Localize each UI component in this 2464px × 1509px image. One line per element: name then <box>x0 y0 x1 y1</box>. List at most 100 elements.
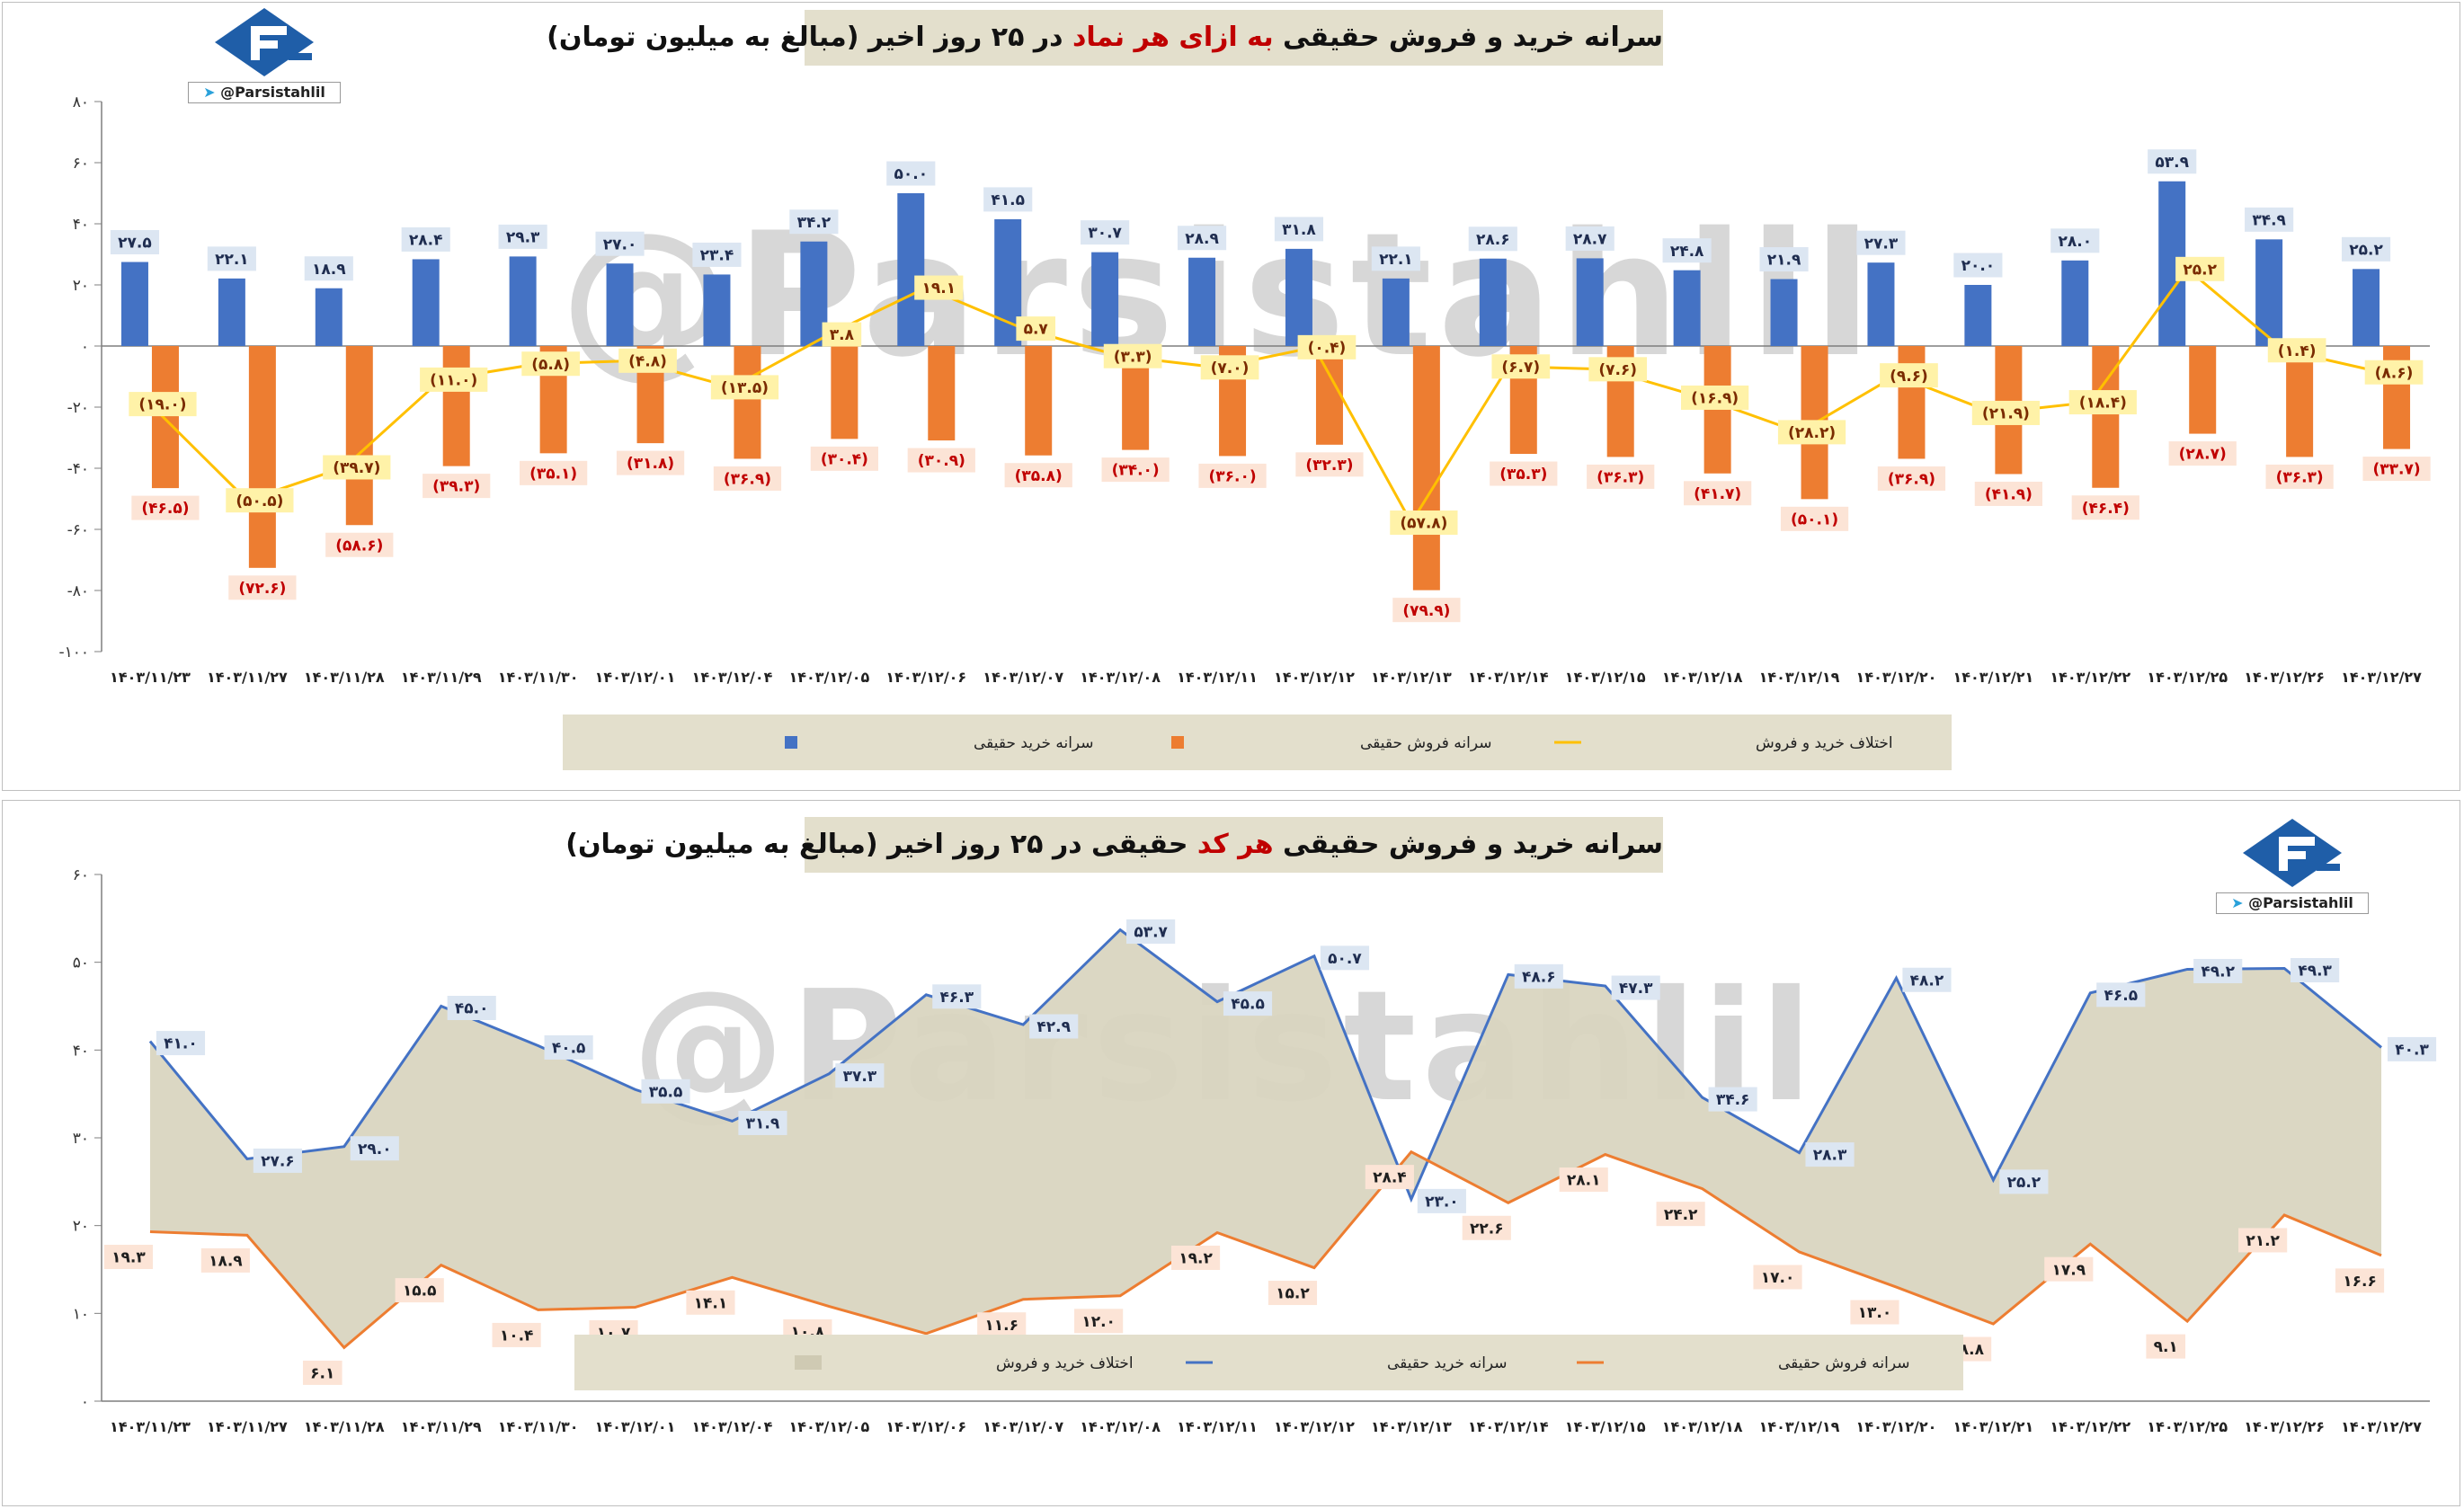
x-tick-label: ۱۴۰۳/۱۲/۱۱ <box>1177 669 1258 686</box>
buy-data-label-box <box>692 242 742 267</box>
buy-data-label-box <box>1708 1087 1757 1112</box>
sell-data-label: (۵۸.۶) <box>335 537 383 555</box>
sell-data-label-box <box>395 1278 444 1303</box>
buy-data-label-box <box>1999 1169 2049 1194</box>
x-tick-label: ۱۴۰۳/۱۲/۲۰ <box>1856 1418 1937 1435</box>
legend-diff-label: اختلاف خرید و فروش <box>1756 734 1893 752</box>
sell-data-label: ۱۵.۲ <box>1276 1285 1310 1303</box>
sell-data-label: (۳۶.۹) <box>724 471 771 489</box>
sell-data-label-box <box>2146 1334 2186 1359</box>
buy-data-label-box <box>983 187 1033 212</box>
buy-bar <box>1091 252 1119 346</box>
y-tick-label: -۲۰ <box>67 399 89 417</box>
buy-data-label: ۴۲.۹ <box>1036 1018 1071 1036</box>
brand-logo-icon <box>215 8 314 76</box>
diff-data-label: (۱۳.۵) <box>721 379 769 397</box>
diff-data-label: (۷.۰) <box>1211 359 1250 377</box>
x-tick-label: ۱۴۰۳/۱۱/۲۷ <box>207 1418 288 1435</box>
buy-bar <box>1964 285 1992 346</box>
x-tick-label: ۱۴۰۳/۱۲/۰۸ <box>1080 669 1161 686</box>
x-tick-label: ۱۴۰۳/۱۲/۰۶ <box>885 1418 966 1435</box>
sell-data-label: ۱۷.۹ <box>2051 1261 2086 1279</box>
buy-data-label-box <box>1611 975 1660 1000</box>
sell-data-label-box <box>686 1290 735 1315</box>
diff-data-label-box <box>1777 420 1846 445</box>
x-tick-label: ۱۴۰۳/۱۲/۲۶ <box>2244 669 2325 686</box>
buy-bar <box>1382 278 1410 346</box>
diff-data-label-box <box>1491 354 1551 379</box>
buy-data-label: ۲۰.۰ <box>1961 257 1996 275</box>
buy-data-label: ۳۵.۵ <box>649 1083 683 1101</box>
sell-data-label: (۳۳.۷) <box>2372 461 2420 479</box>
buy-bar <box>1770 279 1798 346</box>
sell-bar <box>248 346 276 568</box>
sell-data-label-box <box>2238 1228 2288 1253</box>
x-tick-label: ۱۴۰۳/۱۲/۰۷ <box>983 669 1063 686</box>
sell-bar <box>1412 346 1440 590</box>
sell-data-label: ۱۹.۳ <box>111 1249 146 1267</box>
buy-data-label-box <box>595 231 645 256</box>
diff-data-label: (۱۹.۰) <box>138 396 186 414</box>
x-tick-label: ۱۴۰۳/۱۲/۱۵ <box>1565 669 1646 686</box>
sell-line <box>149 1150 2382 1350</box>
buy-data-label: ۵۰.۷ <box>1328 950 1362 968</box>
sell-data-label: ۱۵.۵ <box>403 1283 437 1300</box>
buy-data-label: ۳۷.۳ <box>843 1068 877 1086</box>
diff-data-label: (۴.۸) <box>628 352 667 370</box>
chart-panel-per-symbol: سرانه خرید و فروش حقیقی به ازای هر نماد … <box>2 2 2460 791</box>
x-tick-label: ۱۴۰۳/۱۱/۲۹ <box>401 1418 482 1435</box>
buy-bar <box>120 262 148 346</box>
sell-data-label: (۴۶.۴) <box>2082 500 2130 518</box>
diff-data-label: ۳.۸ <box>830 326 855 344</box>
sell-data-label: ۲۱.۲ <box>2246 1232 2280 1250</box>
diff-data-label: (۸.۶) <box>2375 364 2414 382</box>
buy-data-label-box <box>1029 1014 1079 1039</box>
x-tick-label: ۱۴۰۳/۱۱/۲۳ <box>110 669 191 686</box>
sell-bar <box>2189 346 2217 434</box>
sell-data-label: ۱۹.۲ <box>1179 1250 1213 1268</box>
buy-data-label: ۲۸.۳ <box>1813 1147 1847 1165</box>
buy-bar <box>1285 248 1312 346</box>
y-tick-label: ۵۰ <box>73 954 89 972</box>
diff-data-label-box <box>1390 510 1458 536</box>
buy-data-label: ۲۲.۱ <box>1379 251 1413 269</box>
buy-data-label: ۴۵.۵ <box>1231 996 1265 1014</box>
sell-bar <box>831 346 858 439</box>
diff-data-label-box <box>1297 334 1357 359</box>
x-tick-label: ۱۴۰۳/۱۲/۱۸ <box>1662 1418 1743 1435</box>
sell-bar <box>442 346 470 466</box>
buy-bar <box>315 288 342 346</box>
sell-data-label-box <box>325 532 394 557</box>
sell-data-label-box <box>1392 598 1461 623</box>
diff-data-label-box <box>822 322 862 347</box>
buy-data-label-box <box>2050 228 2100 253</box>
sell-data-label: (۴۱.۹) <box>1985 486 2033 504</box>
legend-sell-label: سرانه فروش حقیقی <box>1360 734 1491 752</box>
buy-data-label-box <box>2291 958 2340 983</box>
sell-data-label: (۵۰.۱) <box>1791 510 1838 528</box>
brand-logo: ➤ @Parsistahlil <box>188 6 341 103</box>
buy-data-label: ۲۸.۴ <box>409 232 443 250</box>
buy-data-label: ۳۴.۹ <box>2252 211 2286 229</box>
y-tick-label: -۱۰۰ <box>58 644 89 661</box>
buy-data-label: ۴۹.۲ <box>2201 963 2235 981</box>
buy-data-label-box <box>1177 226 1227 251</box>
sell-data-label: ۱۰.۴ <box>500 1327 534 1345</box>
sell-data-label: ۱۳.۰ <box>1858 1304 1892 1322</box>
buy-data-label: ۲۹.۰ <box>358 1141 392 1158</box>
sell-data-label: (۳۶.۹) <box>1888 471 1935 489</box>
chart-title: سرانه خرید و فروش حقیقی به ازای هر نماد … <box>547 10 1663 66</box>
diff-data-label: (۵۷.۸) <box>1400 515 1447 533</box>
sell-data-label: ۸.۸ <box>1960 1341 1985 1359</box>
sell-data-label-box <box>492 1322 541 1347</box>
x-tick-label: ۱۴۰۳/۱۱/۳۰ <box>498 669 579 686</box>
diff-data-label-box <box>2364 359 2424 385</box>
y-tick-label: ۴۰ <box>73 216 89 234</box>
sell-data-label: ۱۸.۹ <box>209 1253 243 1271</box>
buy-data-label: ۱۸.۹ <box>312 261 346 279</box>
buy-data-label: ۲۹.۳ <box>506 229 540 247</box>
sell-data-label-box <box>131 495 200 520</box>
buy-bar <box>1673 270 1701 346</box>
buy-data-label-box <box>1565 226 1614 251</box>
sell-data-label: ۲۸.۴ <box>1373 1169 1407 1187</box>
